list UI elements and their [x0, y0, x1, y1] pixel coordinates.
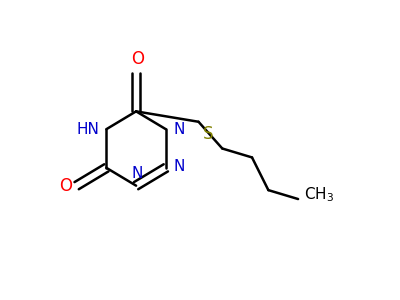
Text: N: N: [173, 122, 185, 137]
Text: CH$_3$: CH$_3$: [304, 185, 334, 204]
Text: N: N: [173, 159, 185, 174]
Text: O: O: [131, 50, 144, 68]
Text: O: O: [59, 177, 72, 195]
Text: N: N: [132, 166, 143, 181]
Text: S: S: [203, 125, 214, 143]
Text: HN: HN: [76, 122, 99, 137]
